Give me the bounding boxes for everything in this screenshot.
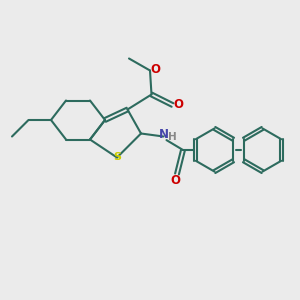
Text: S: S xyxy=(113,152,121,163)
Text: H: H xyxy=(167,132,176,142)
Text: O: O xyxy=(173,98,183,112)
Text: N: N xyxy=(159,128,169,141)
Text: O: O xyxy=(170,173,181,187)
Text: O: O xyxy=(150,63,161,76)
